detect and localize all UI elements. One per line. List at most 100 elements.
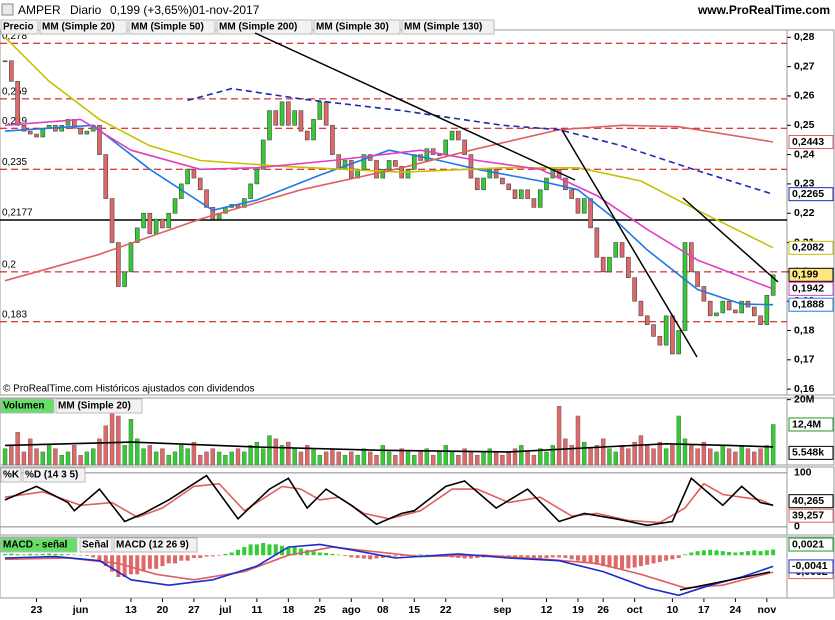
macd-bar	[575, 555, 580, 561]
candle	[116, 242, 121, 287]
volume-bar	[78, 454, 83, 466]
candle	[733, 309, 738, 314]
volume-bar	[456, 454, 461, 466]
macd-bar	[65, 554, 70, 556]
candle	[575, 198, 581, 214]
macd-bar	[714, 550, 719, 556]
legend-entry: Señal	[82, 540, 109, 551]
volume-bar	[481, 451, 486, 466]
candle	[210, 207, 216, 220]
volume-bar	[739, 445, 744, 466]
legend-box	[0, 467, 22, 483]
volume-bar	[519, 445, 524, 466]
legend-entry: MM (Simple 30)	[316, 22, 389, 33]
candle	[701, 286, 707, 302]
volume-bar	[475, 454, 480, 466]
macd-bar	[179, 555, 184, 561]
candle	[411, 154, 417, 170]
candle	[330, 124, 335, 155]
volume-bar	[544, 451, 549, 466]
volume-bar	[103, 425, 108, 466]
candle	[304, 130, 310, 141]
volume-bar	[160, 448, 165, 466]
macd-bar	[298, 548, 303, 556]
macd-bar	[582, 555, 587, 563]
volume-bar	[745, 448, 751, 466]
level-label: 0,235	[2, 157, 27, 168]
volume-bar	[563, 438, 568, 466]
macd-bar	[412, 554, 417, 556]
volume-bar	[386, 451, 392, 466]
volume-bar	[65, 451, 71, 466]
volume-bar	[682, 438, 688, 466]
candle	[726, 300, 732, 311]
candle	[682, 242, 688, 331]
value-label: 0,2443	[792, 136, 824, 148]
volume-bar	[172, 451, 178, 466]
volume-bar	[556, 405, 562, 466]
volume-bar	[166, 454, 171, 466]
macd-bar	[317, 552, 322, 556]
candle	[298, 110, 304, 132]
macd-bar	[771, 549, 776, 556]
candle	[97, 124, 102, 155]
x-tick-label: 08	[377, 604, 389, 616]
volume-bar	[355, 454, 360, 466]
volume-bar	[588, 448, 593, 466]
period: Diario	[70, 3, 102, 17]
candle	[311, 119, 316, 141]
trend-line	[254, 32, 576, 181]
volume-bar	[374, 454, 379, 466]
legend-entry: MM (Simple 130)	[404, 22, 482, 33]
y-tick-label: 0,17	[794, 354, 815, 366]
volume-bar	[298, 451, 304, 466]
volume-bar	[198, 454, 203, 466]
legend-entry: MM (Simple 20)	[58, 401, 131, 412]
volume-bar	[537, 448, 543, 466]
macd-bar	[336, 554, 341, 556]
candle	[172, 198, 178, 214]
volume-bar	[449, 451, 455, 466]
candle	[361, 154, 367, 170]
macd-bar	[273, 544, 278, 556]
volume-bar	[2, 448, 8, 466]
candle	[626, 256, 631, 279]
panel-frame	[0, 536, 835, 599]
macd-bar	[72, 554, 77, 556]
macd-bar	[210, 555, 215, 557]
macd-bar	[154, 555, 159, 569]
volume-bar	[437, 451, 442, 466]
volume-bar	[701, 441, 707, 466]
candle	[764, 295, 770, 325]
macd-bar	[78, 554, 83, 556]
candle	[15, 81, 20, 126]
candle	[663, 315, 669, 346]
value-label: 12,4M	[792, 418, 821, 430]
plot: 0,280,270,260,250,240,230,220,210,20,190…	[0, 19, 835, 616]
x-tick-label: ago	[342, 604, 361, 616]
macd-bar	[242, 547, 247, 556]
volume-bar	[179, 445, 184, 466]
indicator-line	[4, 118, 774, 290]
macd-bar	[254, 544, 259, 556]
candle	[260, 139, 266, 170]
candle	[720, 300, 726, 314]
candle	[2, 60, 8, 63]
macd-bar	[399, 555, 404, 557]
macd-bar	[223, 553, 228, 556]
volume-bar	[330, 448, 335, 466]
volume-bar	[191, 441, 197, 466]
volume-bar	[594, 445, 600, 466]
volume-bar	[613, 451, 618, 466]
legend-box	[401, 19, 495, 35]
candle	[581, 198, 587, 214]
volume-bar	[632, 441, 637, 466]
volume-bar	[645, 445, 650, 466]
site: www.ProRealTime.com	[697, 3, 830, 17]
macd-bar	[3, 553, 8, 556]
volume-bar	[53, 448, 58, 466]
macd-bar	[141, 555, 146, 572]
candle	[405, 168, 411, 179]
macd-bar	[374, 555, 379, 559]
volume-bar	[412, 454, 417, 466]
